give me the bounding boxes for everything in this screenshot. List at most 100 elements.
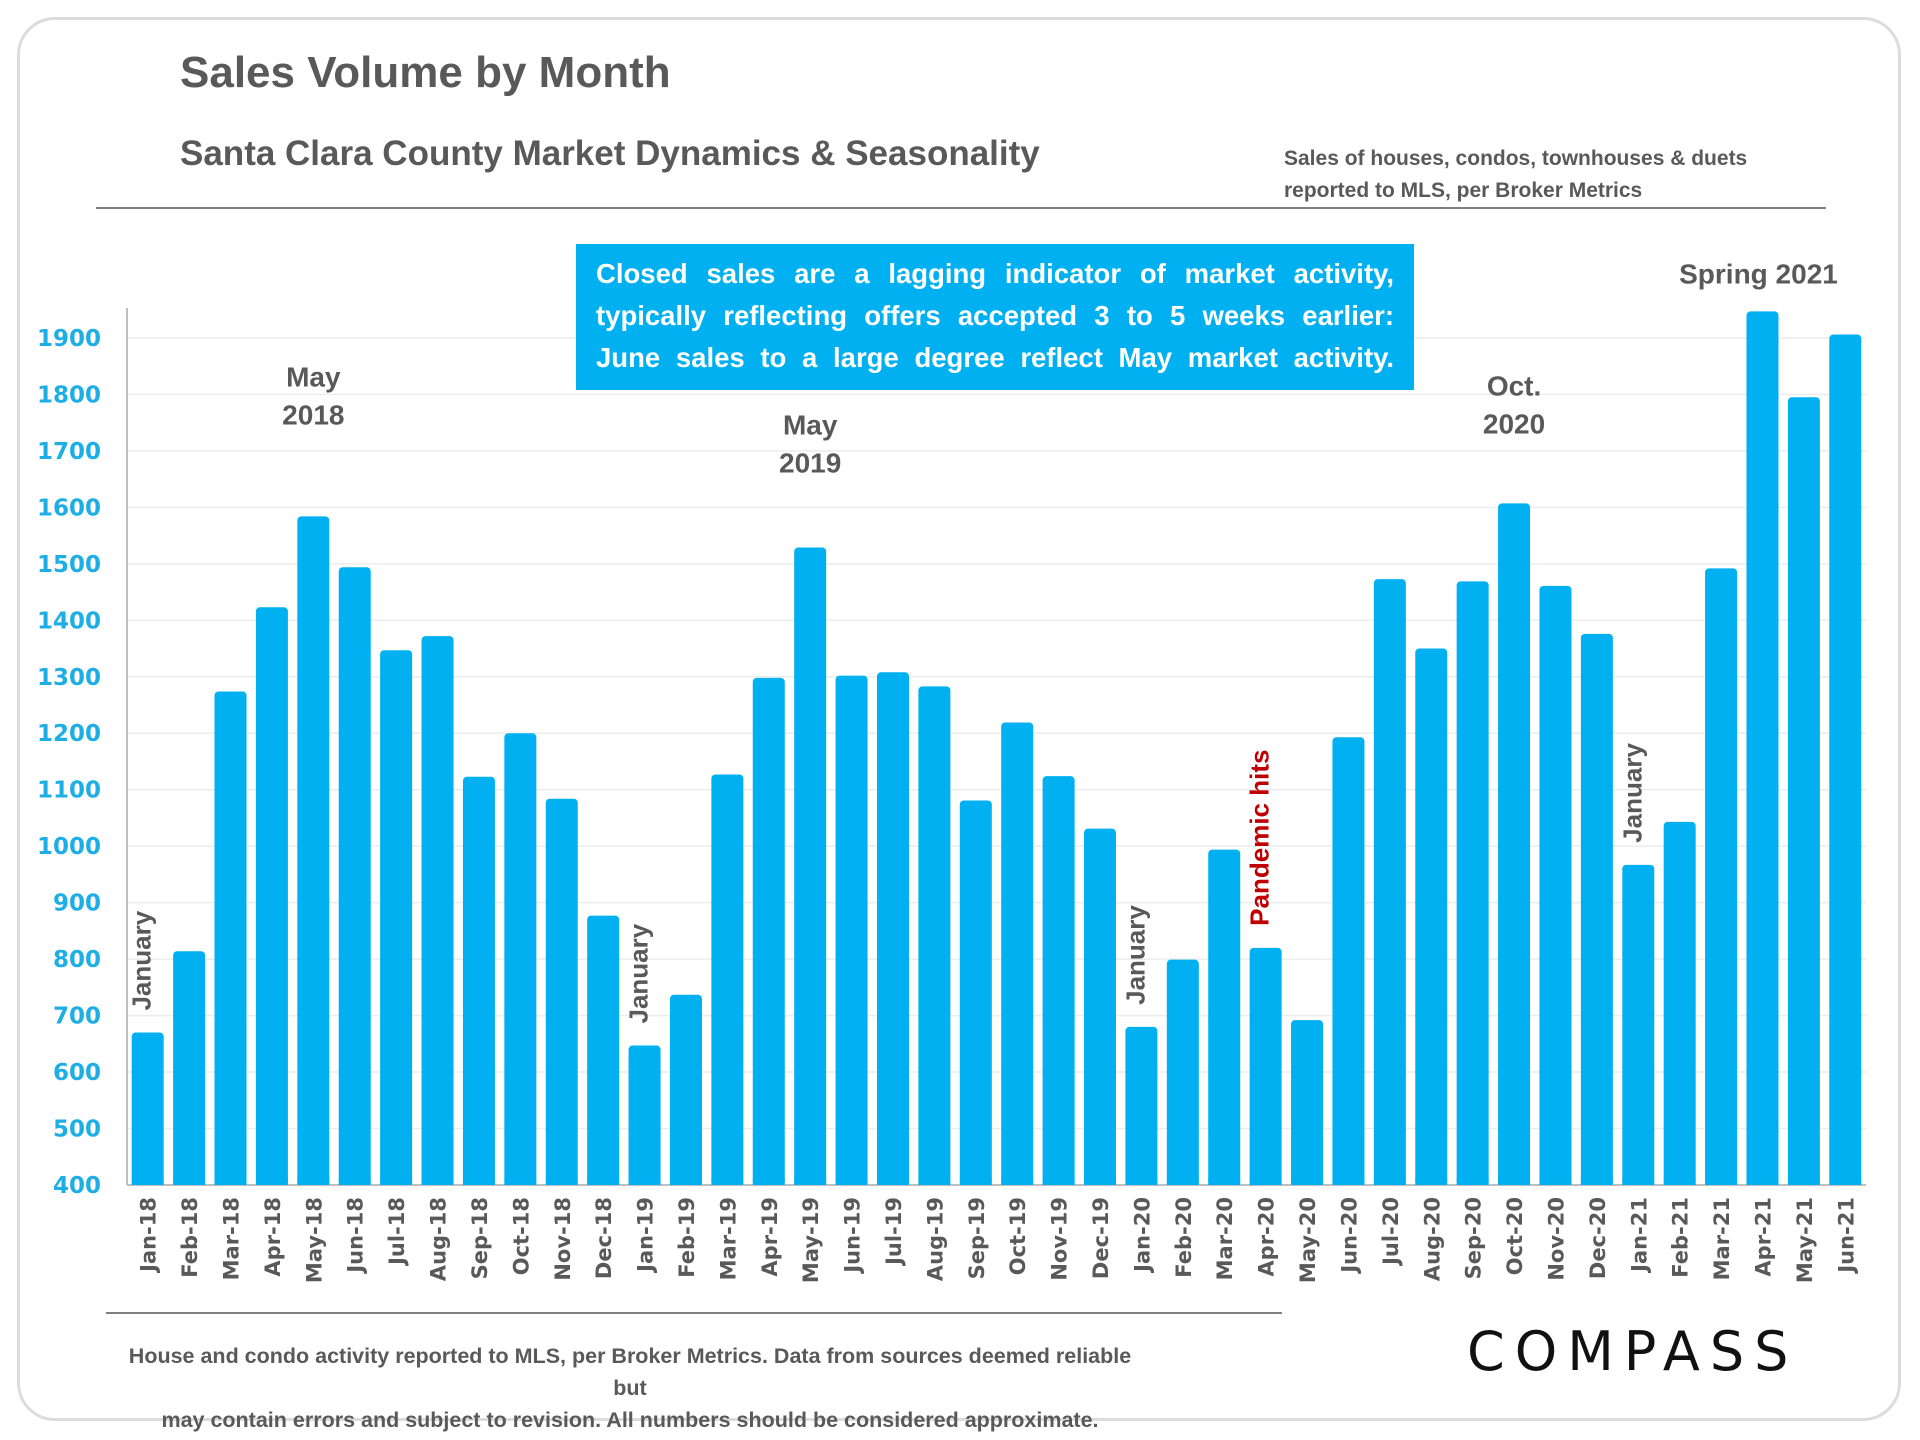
annotation-may-19: May bbox=[783, 409, 838, 440]
bar-base bbox=[173, 1179, 206, 1185]
x-tick-label: Apr-20 bbox=[1255, 1197, 1279, 1277]
bar-base bbox=[628, 1179, 661, 1185]
bar-sep-19 bbox=[959, 800, 992, 1185]
y-tick-label: 1100 bbox=[37, 778, 101, 804]
x-tick-label: Jun-19 bbox=[841, 1197, 865, 1275]
x-tick-label: May-21 bbox=[1793, 1197, 1817, 1283]
annotation-oct-20: Oct. bbox=[1487, 370, 1541, 401]
chart-title: Sales Volume by Month bbox=[180, 48, 671, 97]
footer-divider bbox=[106, 1312, 1282, 1314]
bar-nov-18 bbox=[545, 798, 578, 1185]
header-divider bbox=[96, 207, 1826, 209]
x-tick-label: Oct-20 bbox=[1503, 1197, 1527, 1275]
bar-base bbox=[421, 1179, 454, 1185]
bar-base bbox=[835, 1179, 868, 1185]
y-tick-label: 1000 bbox=[37, 834, 101, 860]
bar-base bbox=[1249, 1179, 1282, 1185]
bar-jan-18 bbox=[131, 1032, 164, 1185]
bar-base bbox=[255, 1179, 288, 1185]
x-tick-label: Jun-20 bbox=[1337, 1197, 1361, 1275]
y-tick-label: 1500 bbox=[37, 552, 101, 578]
pandemic-hits-annotation: Pandemic hits bbox=[1245, 750, 1275, 926]
bar-jul-18 bbox=[380, 650, 413, 1185]
x-tick-label: Oct-19 bbox=[1006, 1197, 1030, 1275]
x-tick-label: May-19 bbox=[799, 1197, 823, 1283]
y-tick-label: 1700 bbox=[37, 439, 101, 465]
bar-base bbox=[876, 1179, 909, 1185]
bar-base bbox=[504, 1179, 537, 1185]
bar-oct-20 bbox=[1498, 503, 1531, 1185]
bar-base bbox=[1787, 1179, 1820, 1185]
lagging-indicator-callout: Closed sales are a lagging indicator of … bbox=[576, 244, 1414, 390]
bar-jan-21 bbox=[1622, 864, 1655, 1185]
bar-base bbox=[1456, 1179, 1489, 1185]
y-tick-label: 1600 bbox=[37, 495, 101, 521]
x-tick-label: Jun-18 bbox=[344, 1197, 368, 1275]
x-tick-label: Aug-20 bbox=[1420, 1197, 1444, 1281]
bar-base bbox=[338, 1179, 371, 1185]
bar-sep-20 bbox=[1456, 581, 1489, 1185]
y-tick-label: 600 bbox=[53, 1060, 101, 1086]
x-tick-label: Feb-19 bbox=[675, 1197, 699, 1278]
bar-base bbox=[752, 1179, 785, 1185]
x-tick-label: Sep-19 bbox=[965, 1197, 989, 1279]
x-tick-label: Aug-18 bbox=[427, 1197, 451, 1281]
x-tick-label: Feb-20 bbox=[1172, 1197, 1196, 1278]
bar-apr-20 bbox=[1249, 947, 1282, 1185]
bar-base bbox=[1622, 1179, 1655, 1185]
x-tick-label: Sep-20 bbox=[1462, 1197, 1486, 1279]
x-tick-label: Nov-20 bbox=[1544, 1197, 1568, 1281]
y-tick-label: 1900 bbox=[37, 326, 101, 352]
bar-jun-21 bbox=[1829, 334, 1862, 1186]
bar-base bbox=[214, 1179, 247, 1185]
bar-base bbox=[669, 1179, 702, 1185]
y-tick-label: 400 bbox=[53, 1173, 101, 1199]
callout-line: typically reflecting offers accepted 3 t… bbox=[596, 300, 1394, 331]
bar-base bbox=[918, 1179, 951, 1185]
bar-base bbox=[131, 1179, 164, 1185]
source-note-line: Sales of houses, condos, townhouses & du… bbox=[1284, 147, 1748, 170]
bar-mar-18 bbox=[214, 691, 247, 1185]
y-axis-ticks: 400 500 600 700 800 900 1000 1100 1200 1300 1400 15… bbox=[37, 326, 101, 1199]
bar-base bbox=[1373, 1179, 1406, 1185]
y-tick-label: 700 bbox=[53, 1004, 101, 1030]
january-annotation: January bbox=[1120, 905, 1150, 1005]
bar-feb-19 bbox=[669, 994, 702, 1185]
bar-jan-19 bbox=[628, 1045, 661, 1185]
x-tick-label: Jan-20 bbox=[1130, 1197, 1154, 1274]
annotation-oct-20: 2020 bbox=[1483, 408, 1545, 439]
callout-line: June sales to a large degree reflect May… bbox=[596, 342, 1394, 373]
x-tick-label: May-20 bbox=[1296, 1197, 1320, 1283]
y-tick-label: 1300 bbox=[37, 665, 101, 691]
bar-base bbox=[297, 1179, 330, 1185]
x-tick-label: Oct-18 bbox=[509, 1197, 533, 1275]
y-tick-label: 1800 bbox=[37, 382, 101, 408]
bar-base bbox=[462, 1179, 495, 1185]
bar-oct-18 bbox=[504, 733, 537, 1185]
x-tick-label: Jul-19 bbox=[882, 1197, 906, 1267]
annotations: May 2018 May 2019 Oct. 2020 Spring 2021 January… bbox=[127, 258, 1838, 1023]
bar-may-18 bbox=[297, 516, 330, 1185]
bar-base bbox=[1291, 1179, 1324, 1185]
gridlines bbox=[127, 337, 1866, 1130]
x-tick-label: Feb-21 bbox=[1669, 1197, 1693, 1278]
x-tick-label: Dec-18 bbox=[592, 1197, 616, 1279]
source-note: Sales of houses, condos, townhouses & du… bbox=[1284, 143, 1747, 207]
annotation-may-18: May bbox=[286, 361, 341, 392]
bar-base bbox=[1539, 1179, 1572, 1185]
x-tick-label: Mar-20 bbox=[1213, 1197, 1237, 1280]
bar-oct-19 bbox=[1001, 722, 1034, 1185]
footnote-line: may contain errors and subject to revisi… bbox=[161, 1408, 1099, 1432]
x-tick-label: Nov-19 bbox=[1048, 1197, 1072, 1281]
bar-mar-19 bbox=[711, 774, 744, 1185]
bar-base bbox=[1415, 1179, 1448, 1185]
x-tick-label: Feb-18 bbox=[178, 1197, 202, 1278]
bar-feb-21 bbox=[1663, 821, 1696, 1185]
bar-base bbox=[1498, 1179, 1531, 1185]
y-tick-label: 1400 bbox=[37, 608, 101, 634]
bar-jun-20 bbox=[1332, 737, 1365, 1185]
bar-base bbox=[1166, 1179, 1199, 1185]
callout-line: Closed sales are a lagging indicator of … bbox=[596, 258, 1394, 289]
x-tick-label: Mar-19 bbox=[716, 1197, 740, 1280]
